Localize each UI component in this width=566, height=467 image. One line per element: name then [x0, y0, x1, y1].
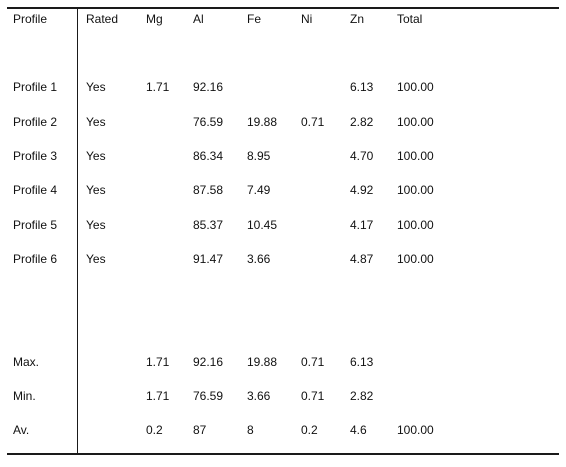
header-mg: Mg: [146, 12, 163, 26]
cell-total: 100.00: [397, 423, 434, 437]
cell-fe: 19.88: [247, 115, 278, 129]
cell-rated: Yes: [86, 218, 106, 232]
cell-rated: Yes: [86, 252, 106, 266]
cell-zn: 6.13: [350, 355, 374, 369]
cell-fe: 3.66: [247, 252, 271, 266]
cell-profile: Profile 5: [13, 218, 58, 232]
summary-label: Max.: [13, 355, 40, 369]
cell-zn: 2.82: [350, 115, 374, 129]
summary-label: Min.: [13, 389, 36, 403]
cell-ni: 0.71: [301, 389, 325, 403]
cell-profile: Profile 6: [13, 252, 58, 266]
cell-fe: 8.95: [247, 149, 271, 163]
cell-fe: 19.88: [247, 355, 278, 369]
cell-total: 100.00: [397, 149, 434, 163]
table-bottom-rule: [7, 453, 559, 455]
cell-rated: Yes: [86, 80, 106, 94]
cell-al: 87: [193, 423, 207, 437]
table-top-rule: [7, 7, 559, 9]
cell-zn: 6.13: [350, 80, 374, 94]
cell-al: 91.47: [193, 252, 224, 266]
cell-al: 86.34: [193, 149, 224, 163]
cell-profile: Profile 4: [13, 183, 58, 197]
cell-zn: 4.92: [350, 183, 374, 197]
summary-label: Av.: [13, 423, 30, 437]
cell-zn: 4.70: [350, 149, 374, 163]
cell-mg: 1.71: [146, 355, 170, 369]
cell-al: 92.16: [193, 355, 224, 369]
cell-al: 85.37: [193, 218, 224, 232]
cell-al: 76.59: [193, 115, 224, 129]
cell-rated: Yes: [86, 115, 106, 129]
cell-al: 87.58: [193, 183, 224, 197]
cell-fe: 10.45: [247, 218, 278, 232]
cell-total: 100.00: [397, 80, 434, 94]
cell-zn: 4.87: [350, 252, 374, 266]
cell-zn: 4.6: [350, 423, 367, 437]
cell-total: 100.00: [397, 252, 434, 266]
cell-profile: Profile 2: [13, 115, 58, 129]
cell-fe: 3.66: [247, 389, 271, 403]
cell-ni: 0.71: [301, 355, 325, 369]
cell-mg: 1.71: [146, 80, 170, 94]
cell-zn: 4.17: [350, 218, 374, 232]
header-zn: Zn: [350, 12, 365, 26]
column-divider: [77, 9, 78, 453]
cell-rated: Yes: [86, 183, 106, 197]
cell-total: 100.00: [397, 218, 434, 232]
cell-ni: 0.71: [301, 115, 325, 129]
cell-rated: Yes: [86, 149, 106, 163]
cell-fe: 8: [247, 423, 254, 437]
cell-mg: 0.2: [146, 423, 163, 437]
header-total: Total: [397, 12, 423, 26]
cell-profile: Profile 1: [13, 80, 58, 94]
cell-total: 100.00: [397, 115, 434, 129]
cell-zn: 2.82: [350, 389, 374, 403]
cell-mg: 1.71: [146, 389, 170, 403]
cell-profile: Profile 3: [13, 149, 58, 163]
header-fe: Fe: [247, 12, 262, 26]
header-al: Al: [193, 12, 204, 26]
header-rated: Rated: [86, 12, 119, 26]
cell-fe: 7.49: [247, 183, 271, 197]
cell-al: 76.59: [193, 389, 224, 403]
cell-ni: 0.2: [301, 423, 318, 437]
header-profile: Profile: [13, 12, 48, 26]
header-ni: Ni: [301, 12, 313, 26]
cell-total: 100.00: [397, 183, 434, 197]
cell-al: 92.16: [193, 80, 224, 94]
